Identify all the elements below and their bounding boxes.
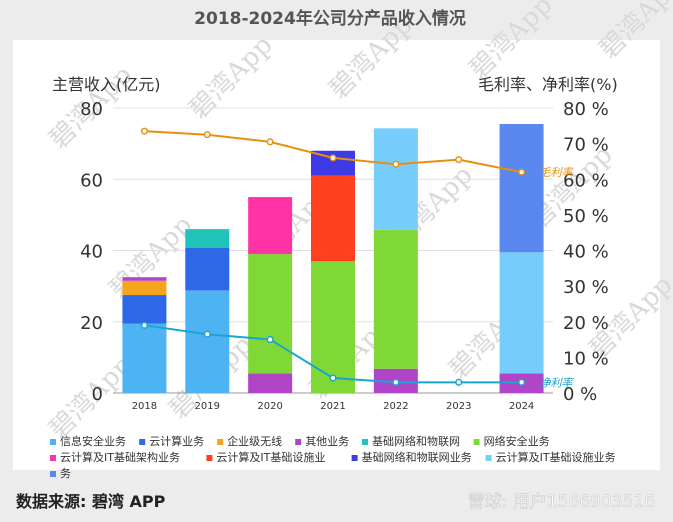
legend-swatch [351, 455, 358, 461]
right-tick-label: 70 % [563, 135, 609, 156]
line-point [329, 374, 337, 382]
line-point [329, 154, 337, 162]
bar-segment [311, 261, 355, 393]
legend-swatch [139, 439, 146, 445]
footer-watermark: 雪球: 用户1566903516 [468, 492, 655, 512]
right-axis: 0 % 10 % 20 % 30 % 40 % 50 % 60 % 70 % 80 % [563, 99, 609, 405]
legend-swatch [295, 439, 302, 445]
bar-segment [185, 229, 230, 248]
line-point [455, 378, 463, 386]
source-note: 数据来源: 碧湾 APP [16, 492, 166, 511]
line-point [392, 160, 400, 168]
bar-segment [185, 290, 230, 393]
legend-label: 云计算及IT基础架构业务 [60, 450, 180, 464]
bar-segment [122, 277, 167, 281]
right-tick-label: 10 % [563, 348, 609, 369]
legend-swatch [50, 471, 56, 477]
bar-segment [248, 254, 293, 374]
legend-swatch [473, 439, 480, 445]
bar-segment [311, 175, 355, 262]
bar-series [122, 124, 544, 393]
x-tick-label: 2020 [257, 401, 282, 412]
right-tick-label: 0 % [563, 384, 597, 405]
line-point [266, 336, 274, 344]
bar-segment [122, 323, 167, 393]
line-point [518, 168, 526, 176]
legend-swatch [206, 455, 213, 461]
x-tick-label: 2019 [195, 401, 220, 412]
left-tick-label: 0 [92, 384, 103, 405]
series-end-label: 毛利率 [540, 166, 575, 179]
x-axis: 2018 2019 2020 2021 2022 2023 2024 [132, 401, 535, 412]
series-end-label: 净利率 [540, 376, 575, 389]
bar-segment [373, 128, 418, 230]
bar-segment [185, 247, 230, 291]
chart-title: 2018-2024年公司分产品收入情况 [194, 8, 466, 29]
legend-label: 云计算及IT基础设施业务 [496, 450, 616, 464]
left-axis-title: 主营收入(亿元) [52, 75, 161, 94]
line-point [140, 321, 148, 329]
left-axis: 0 20 40 60 80 [80, 99, 103, 405]
bar-segment [373, 229, 418, 369]
right-tick-label: 20 % [563, 313, 609, 334]
right-tick-label: 40 % [563, 242, 609, 263]
legend-label: 务 [60, 467, 71, 480]
legend-label: 基础网络和物联网 [372, 434, 460, 448]
bar-segment [499, 124, 544, 253]
bar-segment [248, 197, 293, 255]
x-tick-label: 2021 [320, 401, 345, 412]
left-tick-label: 80 [80, 99, 103, 120]
left-tick-label: 40 [80, 242, 103, 263]
legend: 信息安全业务 云计算业务 企业级无线 其他业务 基础网络和物联网 网络安全业务云计算及IT… [50, 434, 616, 480]
legend-label: 云计算及IT基础设施业 [216, 450, 325, 464]
line-point [203, 330, 211, 338]
legend-label: 云计算业务 [149, 434, 204, 448]
legend-label: 信息安全业务 [60, 434, 126, 448]
legend-swatch [362, 439, 368, 445]
legend-label: 基础网络和物联网业务 [362, 450, 472, 464]
line-point [455, 156, 463, 164]
legend-label: 企业级无线 [227, 434, 282, 448]
left-tick-label: 20 [80, 313, 103, 334]
line-point [140, 127, 148, 135]
line-point [392, 378, 400, 386]
x-tick-label: 2022 [383, 401, 408, 412]
legend-swatch [485, 455, 492, 461]
bar-segment [248, 373, 293, 393]
right-tick-label: 80 % [563, 99, 609, 120]
line-point [518, 378, 526, 386]
x-tick-label: 2023 [446, 401, 471, 412]
x-tick-label: 2018 [132, 401, 157, 412]
right-tick-label: 60 % [563, 170, 609, 191]
bar-segment [122, 295, 167, 324]
right-tick-label: 50 % [563, 206, 609, 227]
line-point [266, 138, 274, 146]
legend-swatch [50, 439, 56, 445]
right-axis-title: 毛利率、净利率(%) [478, 75, 618, 94]
legend-label: 网络安全业务 [484, 434, 550, 448]
x-tick-label: 2024 [509, 401, 534, 412]
bar-segment [499, 252, 544, 374]
line-point [203, 131, 211, 139]
legend-label: 其他业务 [305, 435, 349, 448]
left-tick-label: 60 [80, 170, 103, 191]
bar-segment [122, 280, 167, 296]
legend-swatch [50, 455, 56, 461]
right-tick-label: 30 % [563, 277, 609, 298]
legend-swatch [217, 439, 224, 445]
